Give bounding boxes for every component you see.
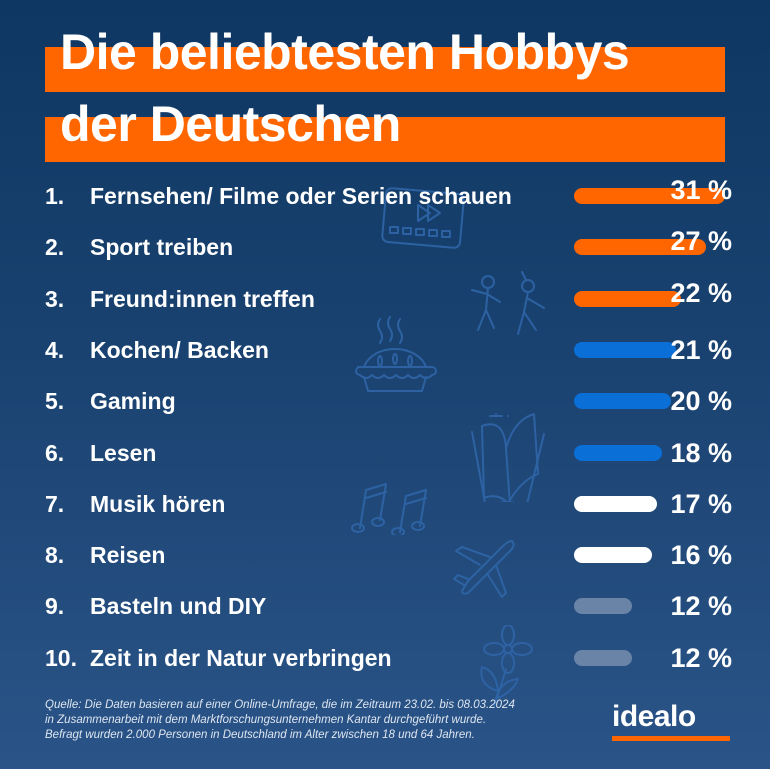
hobby-bar [574,341,676,358]
hobby-bar [574,188,725,204]
hobby-label: Freund:innen treffen [90,285,315,312]
airplane-icon [453,540,515,598]
source-line-2: in Zusammenarbeit mit dem Marktforschung… [45,714,487,726]
hobby-value-label: 21 % [670,334,732,365]
hobby-value-label: 31 % [670,175,732,205]
hobby-label: Basteln und DIY [90,593,267,620]
hobby-value-label: 12 % [670,591,732,622]
hobby-label: Kochen/ Backen [90,336,269,363]
hobby-label: Gaming [90,388,176,415]
hobby-row: 6. Lesen 18 % [0,433,770,473]
hobby-rank: 8. [45,542,65,569]
hobby-label: Zeit in der Natur verbringen [90,644,392,671]
hobby-rank: 2. [45,234,65,261]
hobby-rank: 9. [45,593,65,620]
hobby-bar [574,239,706,256]
hobby-rank: 3. [45,285,65,312]
pie-icon [355,316,437,392]
hobby-bar [574,495,657,512]
source-note: Quelle: Die Daten basieren auf einer Onl… [45,698,565,743]
music-notes-icon [351,483,427,535]
hobby-value-label: 16 % [670,540,732,571]
hobby-row: 2. Sport treiben 27 % [0,226,770,267]
hobby-bar [574,598,632,615]
hobby-bar [574,444,662,461]
film-icon [381,187,465,249]
hobby-row: 3. Freund:innen treffen 22 % [0,278,770,319]
hobby-value-label: 18 % [670,437,732,468]
hobby-row: 5. Gaming 20 % [0,381,770,421]
hobby-label: Lesen [90,439,157,466]
logo-underline [612,736,730,741]
source-line-3: Befragt wurden 2.000 Personen in Deutsch… [45,729,475,741]
hobby-row: 1. Fernsehen/ Filme oder Serien schauen 31… [0,175,770,216]
hobby-bar [574,649,632,666]
hobby-label: Sport treiben [90,234,234,261]
flower-icon [480,625,533,708]
hobby-value-label: 27 % [670,226,732,257]
hobby-value-label: 20 % [670,386,732,417]
hobby-row: 9. Basteln und DIY 12 % [0,586,770,626]
hobby-row: 7. Musik hören 17 % [0,484,770,524]
title-line-2: der Deutschen [60,96,401,152]
hobby-bar [574,547,652,564]
hobby-rank: 1. [45,183,65,209]
hobby-rank: 6. [45,439,65,466]
hobby-rank: 5. [45,388,65,415]
hobby-rank: 7. [45,490,65,517]
hobby-value-label: 12 % [670,642,732,673]
book-icon [471,413,545,502]
hobby-rank: 4. [45,336,65,363]
hobby-bar [574,290,681,307]
hobby-row: 10. Zeit in der Natur verbringen 12 % [0,638,770,678]
title-highlight-2 [45,117,725,162]
hobby-label: Reisen [90,542,166,569]
hobby-row: 8. Reisen 16 % [0,535,770,575]
title-highlight-1 [45,47,725,92]
hobby-label: Musik hören [90,490,226,517]
dancing-people-icon [471,271,545,335]
hobby-value-label: 17 % [670,488,732,519]
hobby-rank: 10. [45,644,77,671]
hobby-value-label: 22 % [670,277,732,308]
source-line-1: Quelle: Die Daten basieren auf einer Onl… [45,699,515,711]
hobby-row: 4. Kochen/ Backen 21 % [0,330,770,370]
title-line-1: Die beliebtesten Hobbys [60,24,630,80]
idealo-logo: idealo [612,700,696,733]
hobby-label: Fernsehen/ Filme oder Serien schauen [90,183,512,209]
hobby-bar [574,393,671,410]
